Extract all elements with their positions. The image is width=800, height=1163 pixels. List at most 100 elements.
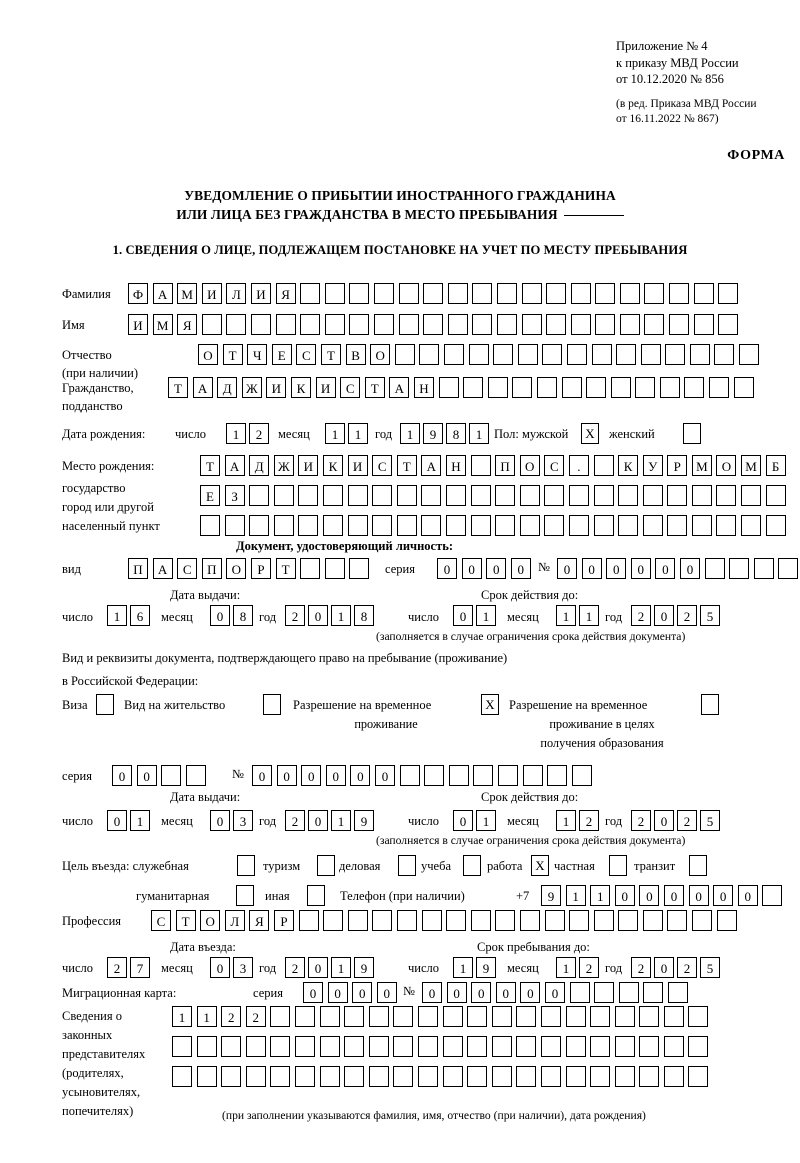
input-cell[interactable] <box>536 377 557 398</box>
input-cell[interactable]: 1 <box>196 1006 217 1027</box>
input-cell[interactable] <box>739 344 760 365</box>
input-cell[interactable]: 5 <box>700 810 720 831</box>
input-cell[interactable]: Т <box>175 910 196 931</box>
input-cell[interactable] <box>324 283 345 304</box>
input-cell[interactable]: 0 <box>654 810 674 831</box>
input-cell[interactable] <box>446 910 467 931</box>
input-cell[interactable] <box>547 765 568 786</box>
input-cell[interactable] <box>445 515 466 536</box>
input-cell[interactable]: 0 <box>327 982 348 1003</box>
input-cell[interactable]: Т <box>168 377 188 398</box>
input-cell[interactable] <box>540 1036 561 1057</box>
input-cell[interactable] <box>372 485 393 506</box>
input-cell[interactable]: 0 <box>210 605 230 626</box>
input-cell[interactable]: С <box>372 455 393 476</box>
input-cell[interactable]: 1 <box>226 423 246 444</box>
input-cell[interactable] <box>421 910 442 931</box>
input-cell[interactable]: С <box>340 377 361 398</box>
input-cell[interactable]: Я <box>249 910 270 931</box>
input-cell[interactable]: 1 <box>331 605 351 626</box>
input-cell[interactable]: 1 <box>107 605 127 626</box>
input-cell[interactable] <box>546 314 567 335</box>
input-cell[interactable] <box>593 455 614 476</box>
purpose-humanitarian-checkbox[interactable] <box>236 885 254 906</box>
input-cell[interactable]: 1 <box>331 810 351 831</box>
input-cell[interactable] <box>200 515 220 536</box>
sex-male-checkbox[interactable]: X <box>581 423 599 444</box>
input-cell[interactable]: Р <box>273 910 294 931</box>
input-cell[interactable] <box>765 515 786 536</box>
input-cell[interactable]: 0 <box>136 765 157 786</box>
input-cell[interactable]: Ф <box>128 283 148 304</box>
input-cell[interactable]: У <box>642 455 663 476</box>
input-cell[interactable] <box>642 485 663 506</box>
input-cell[interactable] <box>544 485 565 506</box>
temp-edu-checkbox[interactable] <box>701 694 719 715</box>
input-cell[interactable] <box>516 1066 537 1087</box>
input-cell[interactable]: Д <box>249 455 270 476</box>
input-cell[interactable]: З <box>224 485 245 506</box>
input-cell[interactable] <box>667 982 688 1003</box>
legalrep-row3-cells[interactable] <box>172 1066 709 1087</box>
input-cell[interactable]: 9 <box>476 957 496 978</box>
input-cell[interactable] <box>616 344 637 365</box>
input-cell[interactable] <box>693 283 714 304</box>
input-cell[interactable]: . <box>568 455 589 476</box>
input-cell[interactable] <box>493 344 514 365</box>
input-cell[interactable]: 0 <box>614 885 635 906</box>
input-cell[interactable] <box>319 1006 340 1027</box>
input-cell[interactable]: В <box>345 344 366 365</box>
input-cell[interactable]: О <box>519 455 540 476</box>
input-cell[interactable] <box>324 314 345 335</box>
input-cell[interactable] <box>298 485 319 506</box>
input-cell[interactable]: 0 <box>107 810 127 831</box>
input-cell[interactable] <box>487 377 508 398</box>
input-cell[interactable] <box>273 515 294 536</box>
input-cell[interactable]: О <box>226 558 247 579</box>
input-cell[interactable]: Т <box>320 344 341 365</box>
input-cell[interactable]: 2 <box>677 810 697 831</box>
input-cell[interactable] <box>472 314 493 335</box>
input-cell[interactable] <box>472 283 493 304</box>
input-cell[interactable] <box>270 1006 291 1027</box>
input-cell[interactable] <box>540 1066 561 1087</box>
input-cell[interactable]: И <box>128 314 148 335</box>
input-cell[interactable] <box>349 314 370 335</box>
input-cell[interactable] <box>665 344 686 365</box>
input-cell[interactable]: 0 <box>639 885 660 906</box>
input-cell[interactable]: К <box>290 377 311 398</box>
input-cell[interactable]: Н <box>445 455 466 476</box>
input-cell[interactable] <box>396 910 417 931</box>
input-cell[interactable]: 0 <box>352 982 373 1003</box>
input-cell[interactable]: 2 <box>631 605 651 626</box>
input-cell[interactable] <box>521 283 542 304</box>
input-cell[interactable] <box>322 485 343 506</box>
input-cell[interactable] <box>372 515 393 536</box>
input-cell[interactable]: О <box>716 455 737 476</box>
input-cell[interactable]: 0 <box>437 558 457 579</box>
input-cell[interactable] <box>300 283 321 304</box>
input-cell[interactable] <box>618 515 639 536</box>
input-cell[interactable] <box>161 765 182 786</box>
input-cell[interactable] <box>512 377 533 398</box>
input-cell[interactable]: 0 <box>374 765 395 786</box>
input-cell[interactable] <box>245 1036 266 1057</box>
input-cell[interactable] <box>245 1066 266 1087</box>
input-cell[interactable]: 7 <box>130 957 150 978</box>
input-cell[interactable] <box>568 485 589 506</box>
input-cell[interactable] <box>185 765 206 786</box>
input-cell[interactable] <box>569 910 590 931</box>
input-cell[interactable]: 3 <box>233 810 253 831</box>
input-cell[interactable] <box>691 485 712 506</box>
input-cell[interactable] <box>718 283 739 304</box>
input-cell[interactable] <box>667 910 688 931</box>
input-cell[interactable]: 0 <box>520 982 541 1003</box>
input-cell[interactable]: О <box>200 910 221 931</box>
input-cell[interactable]: И <box>266 377 287 398</box>
